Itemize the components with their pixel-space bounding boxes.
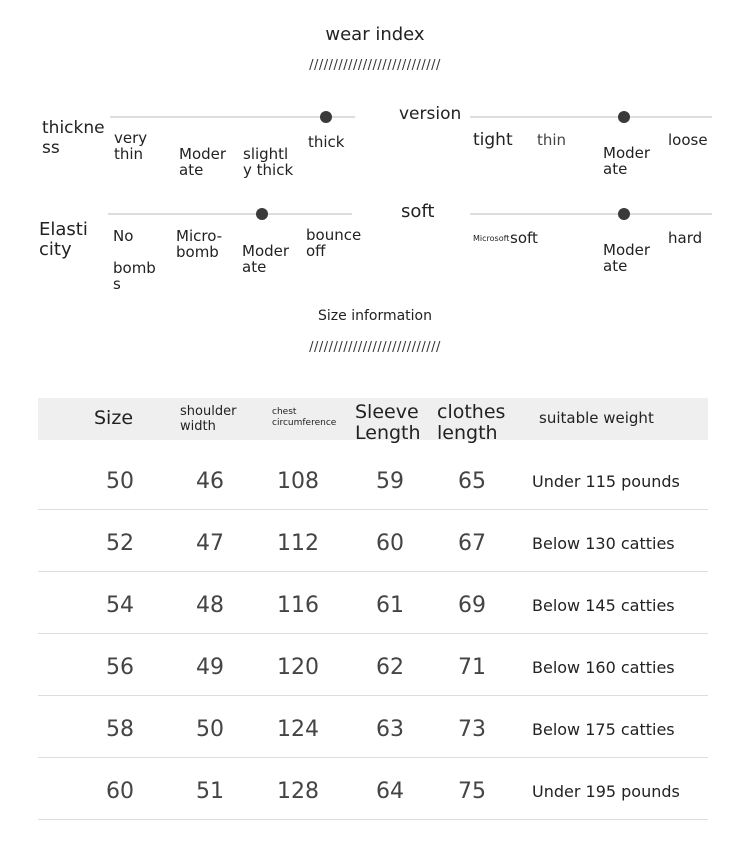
option: Micro- bomb (176, 227, 223, 261)
row-divider (38, 571, 708, 572)
table-cell: Below 160 catties (532, 658, 675, 677)
option: slightl y thick (243, 145, 294, 179)
option: Microsoft (473, 234, 510, 243)
option: loose (668, 131, 708, 149)
table-cell: Under 195 pounds (532, 782, 680, 801)
table-cell: 51 (196, 779, 224, 804)
table-cell: Below 130 catties (532, 534, 675, 553)
table-cell: Below 145 catties (532, 596, 675, 615)
table-cell: 73 (458, 717, 486, 742)
slider-track (470, 116, 712, 118)
table-cell: 52 (106, 531, 134, 556)
option: soft (510, 229, 538, 247)
table-cell: 60 (376, 531, 404, 556)
table-cell: 71 (458, 655, 486, 680)
table-cell: 49 (196, 655, 224, 680)
table-cell: 112 (277, 531, 319, 556)
header-weight: suitable weight (539, 409, 654, 427)
row-divider (38, 757, 708, 758)
row-divider (38, 819, 708, 820)
table-cell: Under 115 pounds (532, 472, 680, 491)
table-cell: 61 (376, 593, 404, 618)
table-cell: 56 (106, 655, 134, 680)
option: bounce off (306, 226, 362, 260)
header-length: clothes length (437, 401, 506, 444)
table-cell: Below 175 catties (532, 720, 675, 739)
row-divider (38, 509, 708, 510)
slider-label: thickne ss (42, 118, 105, 158)
option: Moder ate (603, 241, 651, 275)
slider-track (470, 213, 712, 215)
table-header (38, 398, 708, 440)
table-cell: 128 (277, 779, 319, 804)
slider-label: Elasti city (39, 219, 88, 260)
slider-label: version (399, 104, 462, 124)
option: very thin (114, 129, 148, 163)
row-divider (38, 633, 708, 634)
slider-marker (618, 208, 630, 220)
table-cell: 116 (277, 593, 319, 618)
option: No bomb s (113, 227, 156, 293)
option: Moder ate (179, 145, 227, 179)
option: Moder ate (242, 242, 290, 276)
table-cell: 120 (277, 655, 319, 680)
table-cell: 58 (106, 717, 134, 742)
table-cell: 47 (196, 531, 224, 556)
option: hard (668, 229, 703, 247)
slider-track (108, 213, 352, 215)
header-size: Size (94, 407, 134, 429)
option: thin (537, 131, 567, 149)
divider: /////////////////////////// (309, 340, 441, 355)
table-cell: 48 (196, 593, 224, 618)
table-cell: 54 (106, 593, 134, 618)
table-cell: 108 (277, 469, 319, 494)
table-cell: 59 (376, 469, 404, 494)
table-cell: 75 (458, 779, 486, 804)
table-cell: 65 (458, 469, 486, 494)
table-cell: 50 (196, 717, 224, 742)
header-shoulder: shoulder width (180, 404, 237, 434)
table-cell: 60 (106, 779, 134, 804)
table-cell: 63 (376, 717, 404, 742)
option: thick (308, 133, 345, 151)
wear-index-title: wear index (325, 24, 425, 45)
table-cell: 62 (376, 655, 404, 680)
slider-track (110, 116, 355, 118)
header-sleeve: Sleeve Length (355, 401, 421, 444)
divider: /////////////////////////// (309, 58, 441, 73)
table-cell: 64 (376, 779, 404, 804)
slider-label: soft (401, 201, 435, 222)
table-cell: 50 (106, 469, 134, 494)
table-cell: 124 (277, 717, 319, 742)
option: tight (473, 130, 513, 150)
table-cell: 69 (458, 593, 486, 618)
slider-marker (618, 111, 630, 123)
row-divider (38, 695, 708, 696)
option: Moder ate (603, 144, 651, 178)
table-cell: 46 (196, 469, 224, 494)
slider-marker (256, 208, 268, 220)
table-cell: 67 (458, 531, 486, 556)
header-chest: chest circumference (272, 407, 337, 428)
size-info-title: Size information (318, 308, 432, 324)
slider-marker (320, 111, 332, 123)
